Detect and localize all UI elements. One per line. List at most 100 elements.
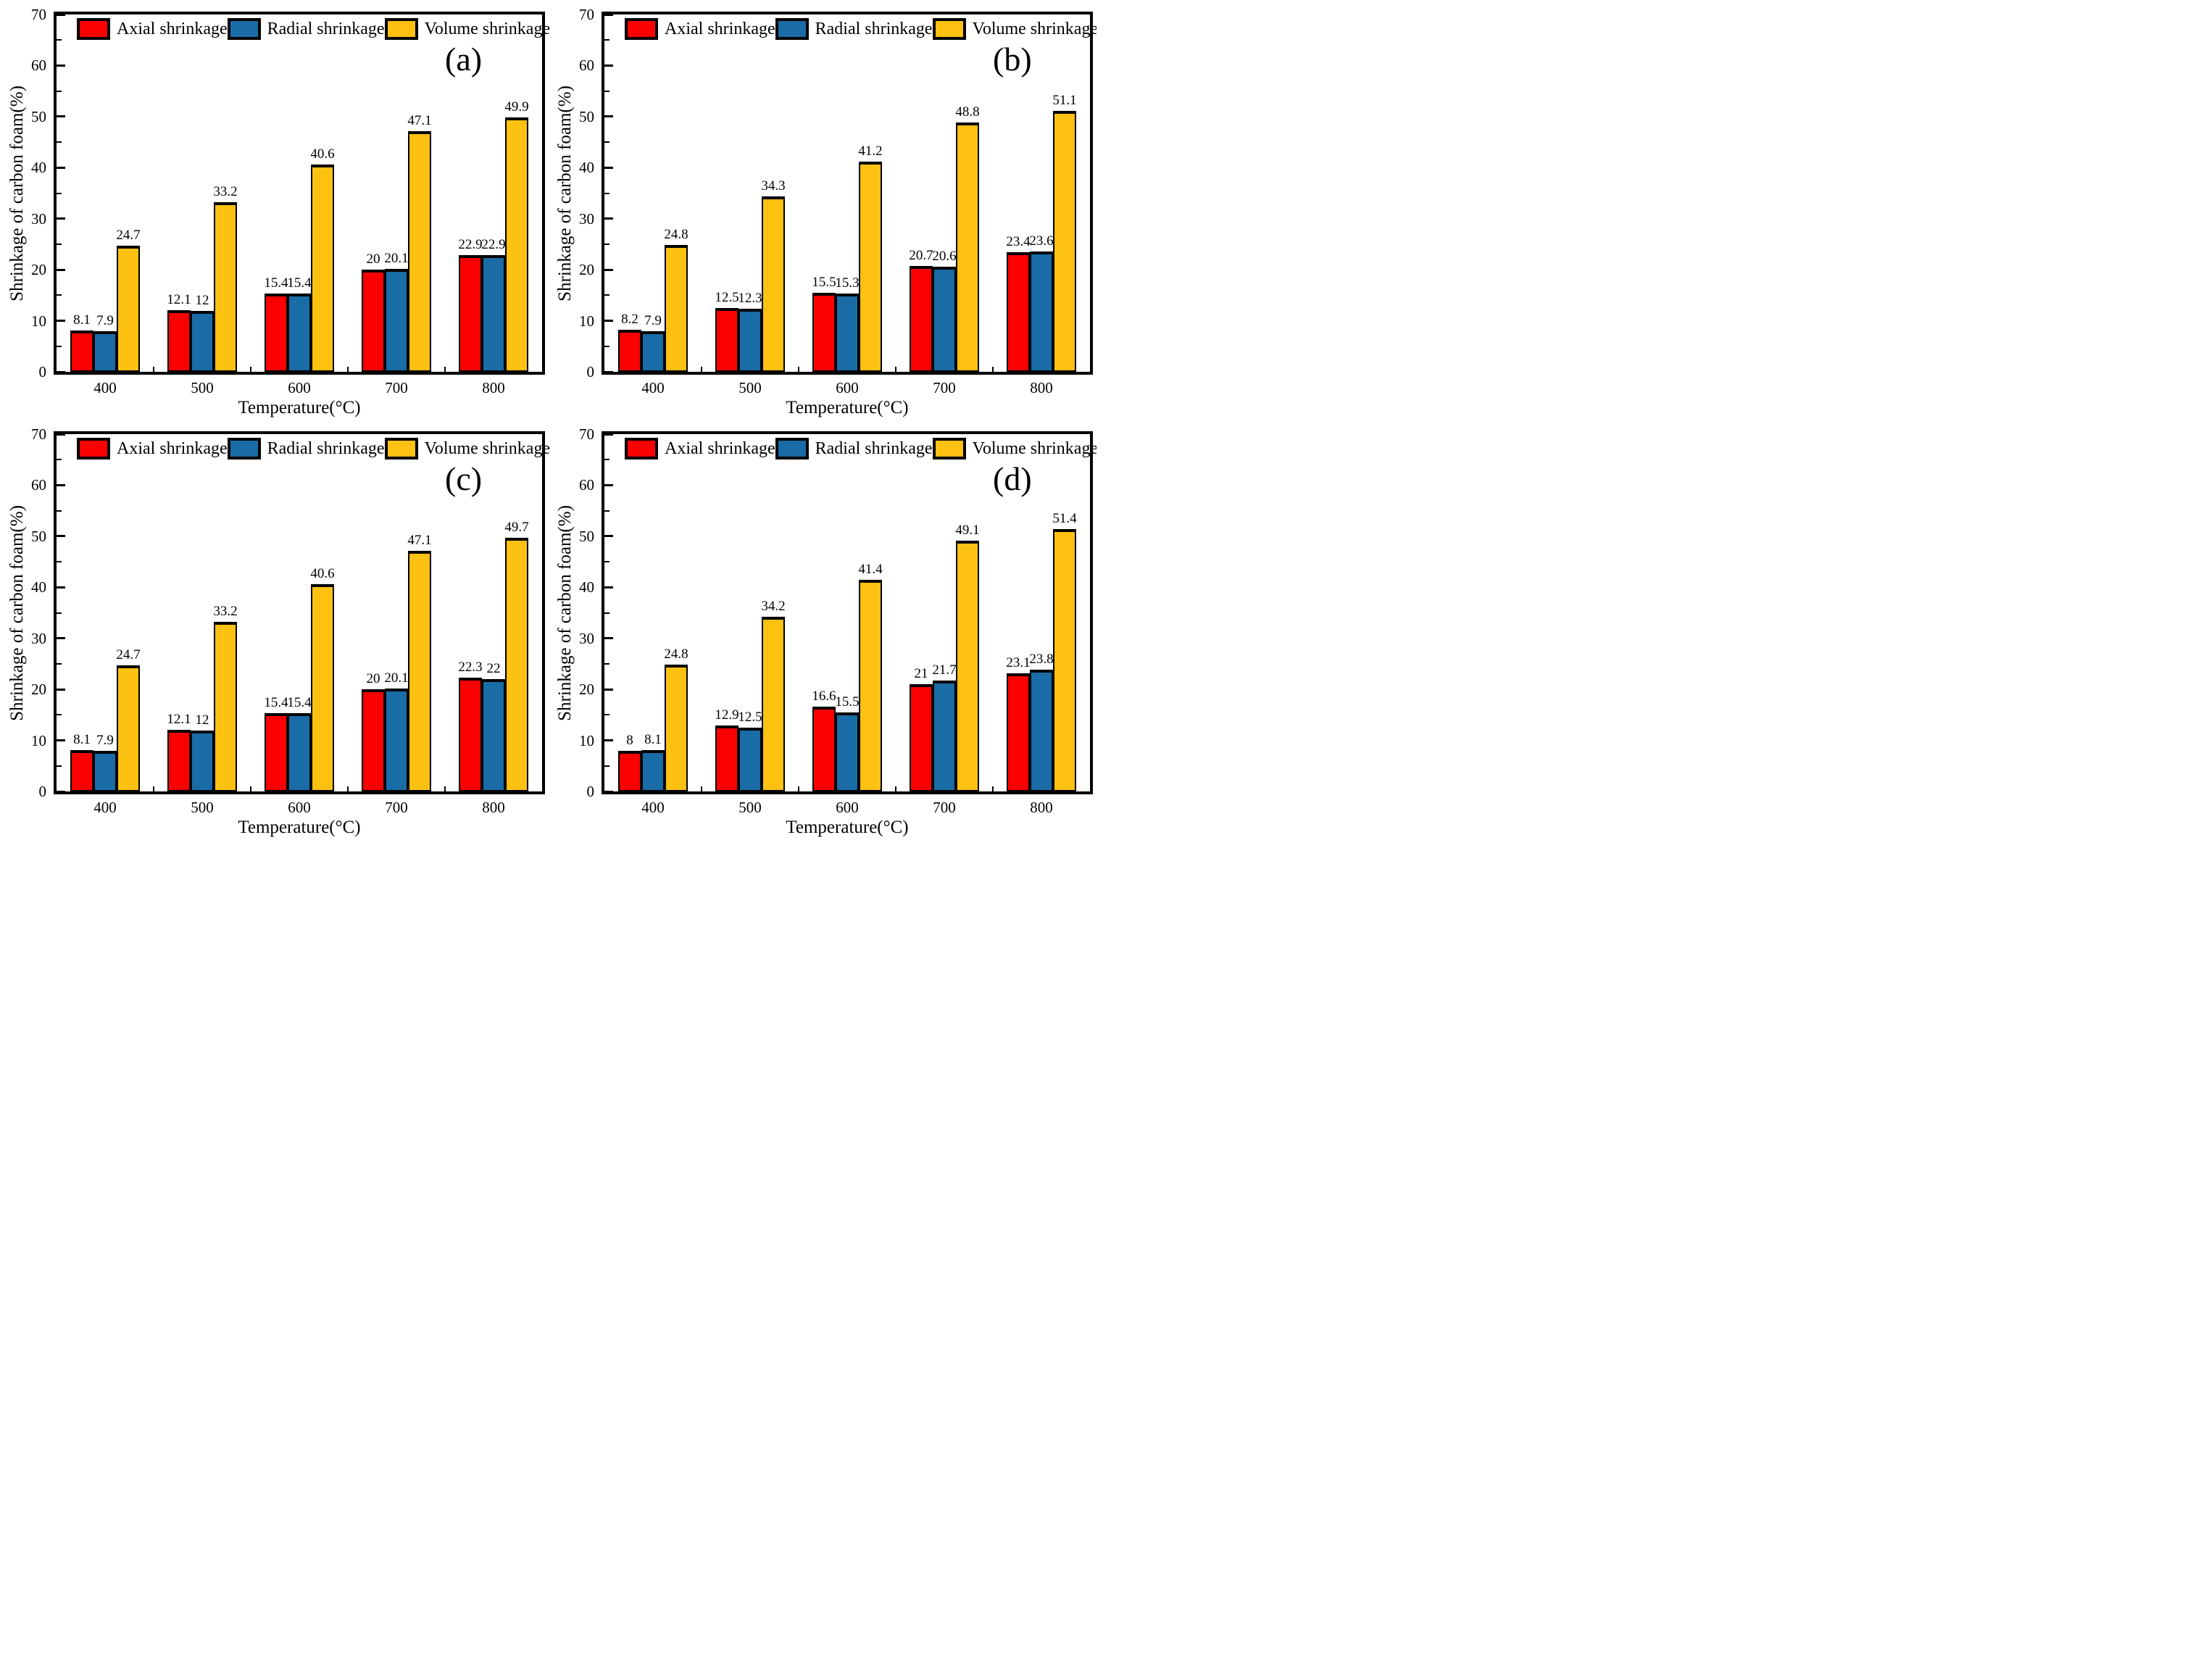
y-minor-tick [57,243,62,245]
y-tick-label: 30 [579,209,594,228]
bar-axial-500 [167,729,191,791]
x-tick-label: 700 [933,799,956,816]
y-major-tick [604,483,613,486]
bar-axial-800 [459,254,482,372]
bar-value-label: 15.4 [287,694,312,710]
bar-value-label: 15.3 [835,275,860,291]
y-major-tick [604,586,613,589]
x-minor-tick [250,367,251,372]
bar-value-label: 23.8 [1029,652,1054,668]
y-major-tick [604,166,613,169]
bar-radial-500 [191,310,214,372]
x-tick-label: 800 [1030,379,1053,396]
bar-axial-800 [1007,252,1030,372]
y-tick-label: 0 [586,783,595,800]
bar-radial-600 [288,293,311,372]
y-tick-label: 10 [579,731,594,749]
bar-volume-500 [214,622,237,791]
bar-axial-700 [910,266,933,372]
bar-axial-500 [715,307,738,372]
y-tick-label: 30 [31,629,46,647]
bar-axial-700 [362,270,385,372]
y-tick-label: 70 [31,425,46,443]
bar-volume-600 [859,580,882,791]
x-tick-label: 500 [738,379,762,396]
plot-area: 8 12.9 16.6 21 23.1 8.1 12.5 15.5 21.7 23.8 24.8 34… [602,431,1096,794]
plot-area: 8.1 12.1 15.4 20 22.9 7.9 12 15.4 20.1 22.9 24.7 33… [54,12,550,375]
bar-radial-800 [1030,251,1053,372]
bar-value-label: 20 [366,671,380,687]
y-tick-label: 20 [31,681,46,699]
y-minor-tick [604,345,609,347]
bar-value-label: 49.7 [504,519,529,535]
y-major-tick [604,115,613,118]
x-tick-label: 400 [93,379,117,396]
y-major-tick [604,637,613,640]
bar-radial-500 [191,730,214,791]
bar-value-label: 12.5 [715,289,739,305]
y-major-tick [57,688,65,691]
x-tick-label: 800 [482,379,505,396]
bar-axial-800 [1007,673,1030,791]
x-axis-title: Temperature(°C) [786,818,909,837]
legend-label: Axial shrinkage [665,438,775,458]
y-minor-tick [604,561,609,563]
legend-item-radial: Radial shrinkage [227,438,385,459]
y-minor-tick [57,294,62,296]
bar-value-label: 23.1 [1006,655,1031,671]
bar-value-label: 20 [366,251,380,267]
y-tick-label: 50 [31,107,46,125]
x-minor-tick [992,367,994,372]
bar-value-label: 15.5 [812,274,836,290]
y-minor-tick [604,243,609,245]
y-minor-tick [604,192,609,194]
legend-label: Volume shrinkage [972,438,1096,458]
plot-area: 8.2 12.5 15.5 20.7 23.4 7.9 12.3 15.3 20.6 23.6 24… [602,12,1096,375]
y-tick-label: 50 [579,527,594,545]
y-minor-tick [604,765,609,767]
panel-label-b: (b) [993,41,1032,78]
legend-item-volume: Volume shrinkage [932,438,1096,459]
chart-panel-c: Shrinkage of carbon foam(%) 8.1 12.1 15.4 20… [0,420,550,840]
y-major-tick [57,586,65,589]
legend-item-axial: Axial shrinkage [625,438,775,459]
x-minor-tick [992,786,994,791]
bar-value-label: 12.1 [167,711,191,727]
bar-axial-400 [70,749,93,791]
bar-value-label: 12.5 [738,709,762,725]
x-tick-label: 800 [1030,799,1053,816]
x-minor-tick [895,367,896,372]
y-tick-label: 0 [38,363,47,381]
bar-value-label: 22.3 [458,659,483,675]
legend-item-volume: Volume shrinkage [384,438,550,459]
y-tick-label: 40 [31,578,46,596]
y-tick-label: 60 [31,476,46,494]
bar-value-label: 21.7 [932,662,957,678]
plot-area: 8.1 12.1 15.4 20 22.3 7.9 12 15.4 20.1 22 24.7 33.2… [54,431,550,794]
y-minor-tick [604,39,609,41]
volume-legend-swatch [932,438,966,459]
chart-panel-a: Shrinkage of carbon foam(%) 8.1 12.1 15.4 20… [0,0,550,420]
y-major-tick [604,370,613,373]
bar-volume-400 [117,246,140,372]
bar-value-label: 7.9 [96,733,114,749]
bar-value-label: 15.5 [835,694,860,710]
bar-value-label: 8.2 [621,312,638,328]
x-tick-label: 400 [641,379,665,396]
bar-axial-600 [812,707,836,791]
bar-value-label: 7.9 [644,313,662,329]
legend-label: Radial shrinkage [267,19,385,38]
y-tick-label: 30 [31,209,46,228]
bar-volume-500 [762,196,785,372]
y-minor-tick [57,561,62,563]
y-major-tick [57,320,65,323]
bar-value-label: 24.8 [664,227,688,243]
bar-value-label: 20.7 [909,248,933,264]
bar-value-label: 20.6 [932,248,957,264]
y-tick-label: 10 [31,731,46,749]
figure-grid: Shrinkage of carbon foam(%) 8.1 12.1 15.4 20… [0,0,1096,840]
bar-value-label: 16.6 [812,689,836,704]
bar-axial-700 [910,684,933,791]
bar-volume-600 [311,165,334,372]
bar-axial-800 [459,677,482,791]
